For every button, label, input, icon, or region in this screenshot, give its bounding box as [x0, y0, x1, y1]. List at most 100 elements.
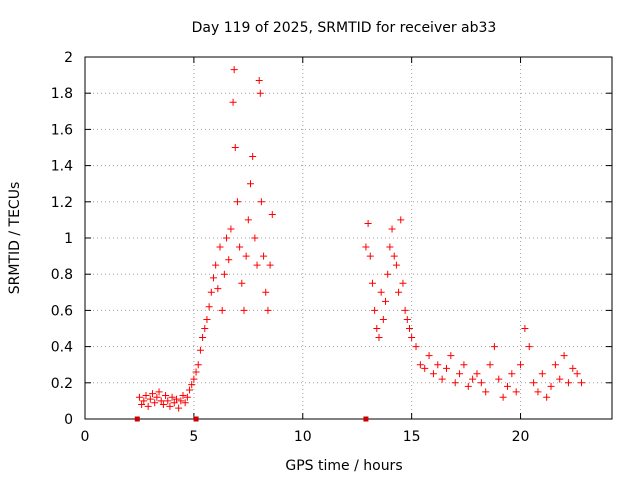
data-point — [573, 370, 581, 378]
data-point — [447, 352, 455, 360]
axis-marker — [363, 416, 369, 422]
y-tick-label: 0.6 — [51, 303, 73, 319]
data-point — [473, 370, 481, 378]
data-point — [434, 361, 442, 369]
data-point — [377, 288, 385, 296]
data-point — [364, 220, 372, 228]
y-tick-label: 0 — [64, 412, 73, 428]
data-point — [153, 393, 161, 401]
data-point — [490, 343, 498, 351]
data-point — [495, 375, 503, 383]
data-point — [508, 370, 516, 378]
data-point — [503, 382, 511, 390]
data-point — [249, 153, 257, 161]
data-point — [186, 386, 194, 394]
data-point — [192, 368, 200, 376]
data-point — [212, 261, 220, 269]
data-point — [199, 334, 207, 342]
data-point — [140, 397, 148, 405]
axis-marker — [134, 416, 140, 422]
y-axis-label: SRMTID / TECUs — [7, 182, 23, 295]
data-point — [175, 404, 183, 412]
data-point — [425, 352, 433, 360]
data-point — [379, 315, 387, 323]
data-point — [460, 361, 468, 369]
data-point — [371, 306, 379, 314]
data-point — [556, 375, 564, 383]
data-point — [564, 379, 572, 387]
data-point — [412, 343, 420, 351]
data-point — [266, 261, 274, 269]
data-point — [368, 279, 376, 287]
data-point — [384, 270, 392, 278]
grid-layer — [85, 57, 612, 419]
data-point — [223, 234, 231, 242]
data-point — [168, 393, 176, 401]
y-tick-label: 1 — [64, 231, 73, 247]
data-point — [395, 288, 403, 296]
data-point — [464, 382, 472, 390]
data-point — [260, 252, 268, 260]
data-point — [251, 234, 259, 242]
data-point — [242, 252, 250, 260]
data-point — [551, 361, 559, 369]
data-point — [231, 144, 239, 151]
data-point — [194, 361, 202, 369]
data-point — [170, 399, 178, 407]
data-point — [429, 370, 437, 378]
data-point — [382, 297, 390, 305]
axis-marker — [193, 416, 199, 422]
data-point — [405, 325, 413, 332]
data-point — [233, 198, 241, 206]
data-point — [397, 216, 405, 224]
data-point — [569, 364, 577, 372]
data-point — [499, 393, 507, 401]
data-point — [146, 395, 154, 403]
data-point — [403, 315, 411, 323]
data-point — [386, 243, 394, 251]
data-point — [399, 279, 407, 287]
data-point — [230, 66, 238, 74]
data-point — [560, 352, 568, 360]
data-point — [183, 393, 191, 401]
data-point — [149, 390, 157, 398]
data-point — [456, 370, 464, 378]
data-point — [521, 325, 529, 332]
y-tick-label: 1.4 — [51, 159, 73, 175]
data-point — [543, 393, 551, 401]
data-point — [135, 393, 143, 401]
data-point — [268, 210, 276, 218]
data-point — [236, 243, 244, 251]
data-point — [477, 379, 485, 387]
data-point — [388, 225, 396, 233]
y-tick-label: 1.2 — [51, 195, 73, 211]
data-point — [486, 361, 494, 369]
x-axis-label: GPS time / hours — [285, 458, 402, 474]
ticks-layer: 00.20.40.60.811.21.41.61.820 5 10 15 20 — [51, 50, 612, 445]
data-point — [227, 225, 235, 233]
data-point — [218, 306, 226, 314]
data-point — [225, 256, 233, 264]
data-point — [373, 325, 381, 332]
data-point — [244, 216, 252, 224]
data-point — [247, 180, 255, 188]
data-point — [209, 274, 217, 282]
chart-title: Day 119 of 2025, SRMTID for receiver ab3… — [192, 20, 497, 36]
data-point — [442, 364, 450, 372]
data-point — [164, 397, 172, 405]
data-point — [264, 306, 272, 314]
data-point — [214, 285, 222, 293]
data-point — [151, 399, 159, 407]
data-point — [188, 381, 196, 389]
data-point — [525, 343, 533, 351]
data-point — [177, 397, 185, 405]
data-point — [138, 401, 146, 409]
data-point — [482, 388, 490, 396]
data-point — [155, 388, 163, 396]
data-point — [390, 252, 398, 260]
data-point — [255, 77, 263, 85]
y-tick-label: 1.8 — [51, 86, 73, 102]
data-point — [530, 379, 538, 387]
data-point — [181, 399, 189, 407]
